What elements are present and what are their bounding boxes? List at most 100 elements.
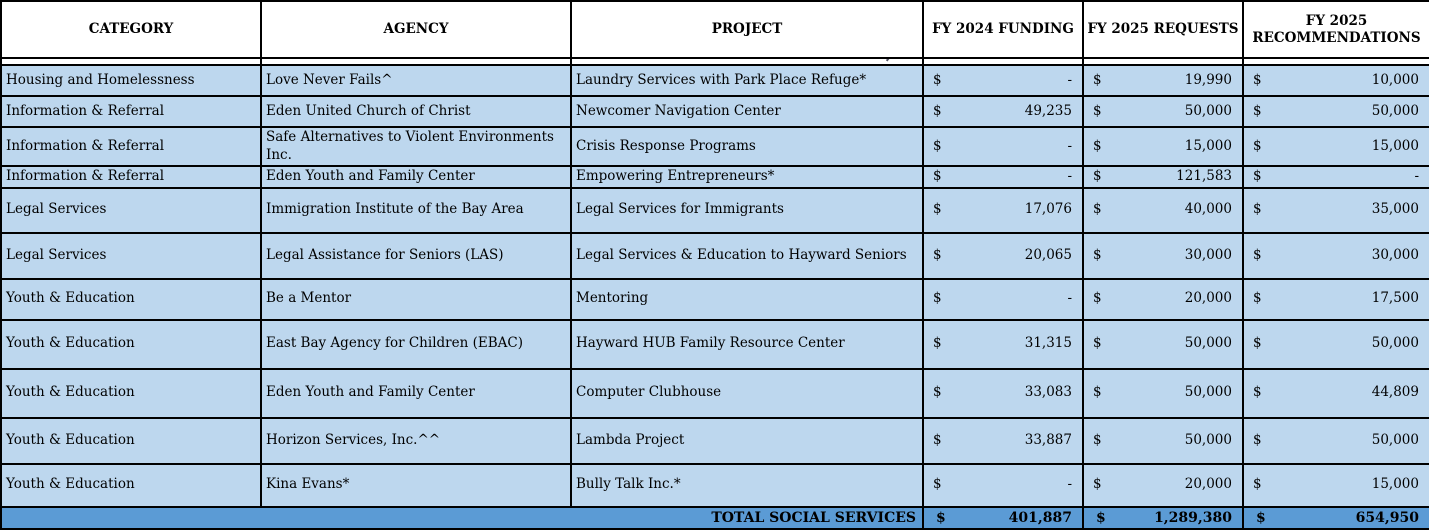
- amount: -: [1067, 168, 1072, 185]
- agency-cell: Love Never Fails^: [260, 64, 572, 97]
- agency-cell: Horizon Services, Inc.^^: [260, 416, 572, 465]
- table-row: Youth & Education Be a Mentor Mentoring …: [0, 277, 1429, 321]
- dollar-sign: $: [1253, 137, 1262, 154]
- amount: 20,000: [1184, 476, 1232, 493]
- amount: 401,887: [1008, 509, 1072, 526]
- amount: -: [1067, 476, 1072, 493]
- fy2025-request-cell: $19,990: [1082, 64, 1244, 97]
- amount: 15,000: [1184, 137, 1232, 154]
- column-header-project: PROJECT: [570, 0, 924, 59]
- fy2025-recommendation-cell: $ -: [1242, 165, 1429, 189]
- project-cell: Bully Talk Inc.*: [570, 462, 924, 508]
- agency-cell: Legal Assistance for Seniors (LAS): [260, 231, 572, 280]
- amount: 17,500: [1371, 290, 1419, 307]
- sliver-cell: [1082, 57, 1244, 66]
- amount: 50,000: [1184, 335, 1232, 352]
- fy2025-recommendation-cell: $50,000: [1242, 416, 1429, 465]
- category-cell: Youth & Education: [0, 277, 262, 321]
- table-row: Youth & Education East Bay Agency for Ch…: [0, 318, 1429, 370]
- amount: 30,000: [1184, 246, 1232, 263]
- fy2024-funding-cell: $ -: [922, 165, 1084, 189]
- fy2024-funding-cell: $ -: [922, 277, 1084, 321]
- sliver-cell: [922, 57, 1084, 66]
- amount: 50,000: [1184, 384, 1232, 401]
- fy2025-recommendation-cell: $15,000: [1242, 125, 1429, 168]
- amount: 121,583: [1176, 168, 1232, 185]
- dollar-sign: $: [1253, 476, 1262, 493]
- amount: -: [1067, 137, 1072, 154]
- project-cell: Crisis Response Programs: [570, 125, 924, 168]
- amount: 20,000: [1184, 290, 1232, 307]
- dollar-sign: $: [1253, 168, 1262, 185]
- amount: 17,076: [1024, 201, 1072, 218]
- amount: 50,000: [1371, 431, 1419, 448]
- sliver-cell: [1242, 57, 1429, 66]
- dollar-sign: $: [1253, 384, 1262, 401]
- category-cell: Information & Referral: [0, 125, 262, 168]
- fy2024-funding-cell: $31,315: [922, 318, 1084, 370]
- project-cell: Newcomer Navigation Center: [570, 95, 924, 128]
- fy2025-recommendation-cell: $15,000: [1242, 462, 1429, 508]
- amount: 49,235: [1024, 102, 1072, 119]
- fy2025-request-cell: $50,000: [1082, 416, 1244, 465]
- category-cell: Youth & Education: [0, 462, 262, 508]
- category-cell: Youth & Education: [0, 416, 262, 465]
- dollar-sign: $: [1093, 137, 1102, 154]
- fy2025-recommendation-cell: $30,000: [1242, 231, 1429, 280]
- fy2025-request-cell: $30,000: [1082, 231, 1244, 280]
- sliver-cell: [570, 57, 924, 66]
- category-cell: Legal Services: [0, 231, 262, 280]
- category-cell: Information & Referral: [0, 95, 262, 128]
- fy2025-request-cell: $20,000: [1082, 277, 1244, 321]
- dollar-sign: $: [1253, 335, 1262, 352]
- dollar-sign: $: [1253, 290, 1262, 307]
- dollar-sign: $: [933, 335, 942, 352]
- dollar-sign: $: [1096, 509, 1106, 526]
- table-row: Information & Referral Eden United Churc…: [0, 95, 1429, 128]
- fy2024-funding-cell: $ -: [922, 64, 1084, 97]
- dollar-sign: $: [1093, 71, 1102, 88]
- amount: 10,000: [1371, 71, 1419, 88]
- dollar-sign: $: [1093, 290, 1102, 307]
- table-row: Legal Services Immigration Institute of …: [0, 186, 1429, 234]
- dollar-sign: $: [933, 71, 942, 88]
- amount: 50,000: [1184, 102, 1232, 119]
- amount: 1,289,380: [1154, 509, 1232, 526]
- project-cell: Laundry Services with Park Place Refuge*: [570, 64, 924, 97]
- category-cell: Housing and Homelessness: [0, 64, 262, 97]
- fy2025-recommendation-cell: $35,000: [1242, 186, 1429, 234]
- dollar-sign: $: [933, 102, 942, 119]
- amount: 20,065: [1024, 246, 1072, 263]
- project-cell: Legal Services for Immigrants: [570, 186, 924, 234]
- fy2025-recommendation-cell: $50,000: [1242, 318, 1429, 370]
- amount: 50,000: [1371, 335, 1419, 352]
- amount: 50,000: [1184, 431, 1232, 448]
- fy2025-request-cell: $15,000: [1082, 125, 1244, 168]
- amount: 30,000: [1371, 246, 1419, 263]
- fy2024-funding-cell: $17,076: [922, 186, 1084, 234]
- total-fy2025-request-cell: $1,289,380: [1082, 505, 1244, 530]
- agency-cell: Eden Youth and Family Center: [260, 165, 572, 189]
- dollar-sign: $: [936, 509, 946, 526]
- amount: 40,000: [1184, 201, 1232, 218]
- amount: 33,083: [1024, 384, 1072, 401]
- table-row: Youth & Education Kina Evans* Bully Talk…: [0, 462, 1429, 508]
- project-cell: Computer Clubhouse: [570, 367, 924, 419]
- agency-cell: Safe Alternatives to Violent Environment…: [260, 125, 572, 168]
- table-row: Youth & Education Eden Youth and Family …: [0, 367, 1429, 419]
- fy2024-funding-cell: $33,887: [922, 416, 1084, 465]
- dollar-sign: $: [933, 431, 942, 448]
- fy2025-request-cell: $50,000: [1082, 318, 1244, 370]
- agency-cell: Be a Mentor: [260, 277, 572, 321]
- table-row: Legal Services Legal Assistance for Seni…: [0, 231, 1429, 280]
- dollar-sign: $: [933, 246, 942, 263]
- dollar-sign: $: [1253, 201, 1262, 218]
- dollar-sign: $: [1093, 246, 1102, 263]
- agency-cell: Immigration Institute of the Bay Area: [260, 186, 572, 234]
- amount: 35,000: [1371, 201, 1419, 218]
- total-row: TOTAL SOCIAL SERVICES $401,887 $1,289,38…: [0, 505, 1429, 530]
- amount: 15,000: [1371, 137, 1419, 154]
- amount: 654,950: [1355, 509, 1419, 526]
- fy2025-recommendation-cell: $10,000: [1242, 64, 1429, 97]
